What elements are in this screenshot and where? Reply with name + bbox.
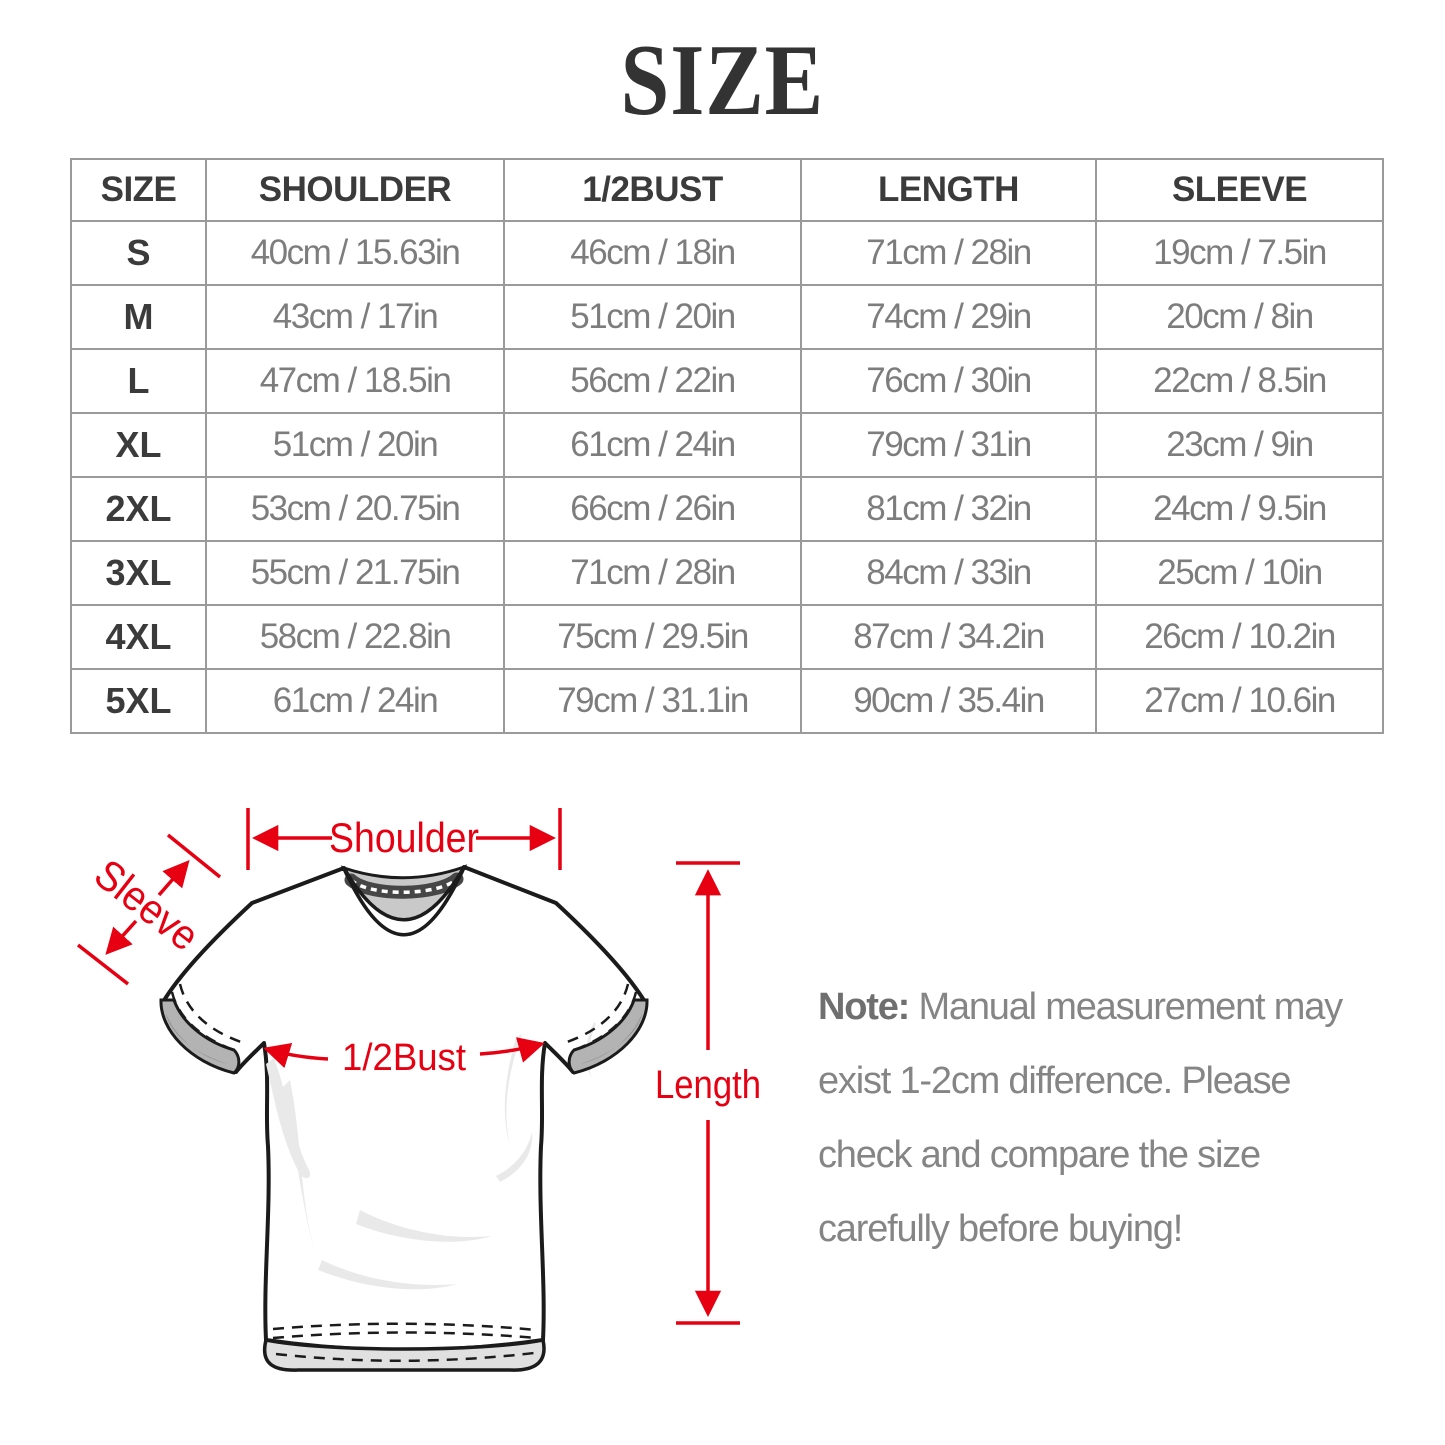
shoulder-label: Shoulder [329, 814, 479, 861]
measurement-cell: 90cm / 35.4in [800, 668, 1097, 734]
measurement-cell: 56cm / 22in [503, 348, 802, 414]
table-row: 4XL 58cm / 22.8in 75cm / 29.5in 87cm / 34.2… [70, 604, 1384, 670]
measurement-cell: 79cm / 31.1in [503, 668, 802, 734]
note-line1-text: Manual measurement may [909, 986, 1343, 1028]
measurement-cell: 46cm / 18in [503, 220, 802, 286]
table-row: S 40cm / 15.63in 46cm / 18in 71cm / 28in 19c… [70, 220, 1384, 286]
measurement-cell: 26cm / 10.2in [1095, 604, 1384, 670]
note-line: exist 1-2cm difference. Please [818, 1060, 1292, 1102]
measurement-cell: 20cm / 8in [1095, 284, 1384, 350]
measurement-cell: 43cm / 17in [205, 284, 505, 350]
column-header: SLEEVE [1095, 158, 1384, 222]
note-label: Note: [818, 986, 910, 1028]
measurement-cell: 55cm / 21.75in [205, 540, 505, 606]
tshirt-illustration [159, 864, 649, 1372]
measurement-cell: 53cm / 20.75in [205, 476, 505, 542]
tshirt-body [161, 865, 647, 1352]
note-line: carefully before buying! [818, 1208, 1183, 1250]
size-label-cell: 4XL [70, 604, 207, 670]
shoulder-dimension: Shoulder [246, 808, 562, 870]
size-label-cell: 5XL [70, 668, 207, 734]
half-bust-dimension: 1/2Bust [263, 1037, 545, 1079]
size-label-cell: L [70, 348, 207, 414]
measurement-cell: 24cm / 9.5in [1095, 476, 1384, 542]
page-title-wrap: SIZE [0, 22, 1445, 139]
table-row: 5XL 61cm / 24in 79cm / 31.1in 90cm / 35.4in… [70, 668, 1384, 734]
table-row: 2XL 53cm / 20.75in 66cm / 26in 81cm / 32in 2… [70, 476, 1384, 542]
measurement-cell: 75cm / 29.5in [503, 604, 802, 670]
measurement-cell: 47cm / 18.5in [205, 348, 505, 414]
size-label-cell: S [70, 220, 207, 286]
collar [340, 864, 468, 937]
measurement-cell: 74cm / 29in [800, 284, 1097, 350]
size-label-cell: 3XL [70, 540, 207, 606]
measurement-cell: 84cm / 33in [800, 540, 1097, 606]
note-line: Note: Manual measurement may [818, 970, 1378, 1044]
measurement-cell: 71cm / 28in [503, 540, 802, 606]
measurement-cell: 40cm / 15.63in [205, 220, 505, 286]
measurement-cell: 87cm / 34.2in [800, 604, 1097, 670]
note-line: check and compare the size [818, 1134, 1261, 1176]
table-row: 3XL 55cm / 21.75in 71cm / 28in 84cm / 33in 2… [70, 540, 1384, 606]
column-header: 1/2BUST [503, 158, 802, 222]
measurement-cell: 19cm / 7.5in [1095, 220, 1384, 286]
measurement-cell: 61cm / 24in [205, 668, 505, 734]
measurement-cell: 76cm / 30in [800, 348, 1097, 414]
table-row: M 43cm / 17in 51cm / 20in 74cm / 29in 20cm /… [70, 284, 1384, 350]
table-row: XL 51cm / 20in 61cm / 24in 79cm / 31in 23cm … [70, 412, 1384, 478]
measurement-cell: 66cm / 26in [503, 476, 802, 542]
length-dimension: Length [655, 861, 761, 1325]
half-bust-label: 1/2Bust [342, 1037, 466, 1079]
page-title: SIZE [620, 24, 825, 137]
measurement-cell: 61cm / 24in [503, 412, 802, 478]
sleeve-label: Sleeve [86, 850, 208, 960]
size-label-cell: XL [70, 412, 207, 478]
measurement-cell: 51cm / 20in [205, 412, 505, 478]
size-label-cell: 2XL [70, 476, 207, 542]
measurement-cell: 27cm / 10.6in [1095, 668, 1384, 734]
size-table: SIZE SHOULDER 1/2BUST LENGTH SLEEVE S 40cm / … [70, 158, 1384, 734]
tshirt-measurement-diagram: Shoulder Sleeve 1/2Bust Length [76, 808, 761, 1372]
measurement-cell: 81cm / 32in [800, 476, 1097, 542]
measurement-cell: 51cm / 20in [503, 284, 802, 350]
measurement-cell: 58cm / 22.8in [205, 604, 505, 670]
column-header: SHOULDER [205, 158, 505, 222]
right-cuff [563, 983, 649, 1075]
size-table-body: S 40cm / 15.63in 46cm / 18in 71cm / 28in 19c… [70, 220, 1384, 734]
size-table-header-row: SIZE SHOULDER 1/2BUST LENGTH SLEEVE [70, 158, 1384, 222]
column-header: SIZE [70, 158, 207, 222]
length-label: Length [655, 1063, 761, 1107]
measurement-cell: 71cm / 28in [800, 220, 1097, 286]
measurement-cell: 79cm / 31in [800, 412, 1097, 478]
left-cuff [159, 983, 245, 1075]
column-header: LENGTH [800, 158, 1097, 222]
measurement-cell: 25cm / 10in [1095, 540, 1384, 606]
table-row: L 47cm / 18.5in 56cm / 22in 76cm / 30in 22cm… [70, 348, 1384, 414]
measurement-cell: 22cm / 8.5in [1095, 348, 1384, 414]
measurement-cell: 23cm / 9in [1095, 412, 1384, 478]
size-label-cell: M [70, 284, 207, 350]
hem [262, 1322, 546, 1372]
note-text: Note: Manual measurement may exist 1-2cm… [818, 970, 1378, 1266]
